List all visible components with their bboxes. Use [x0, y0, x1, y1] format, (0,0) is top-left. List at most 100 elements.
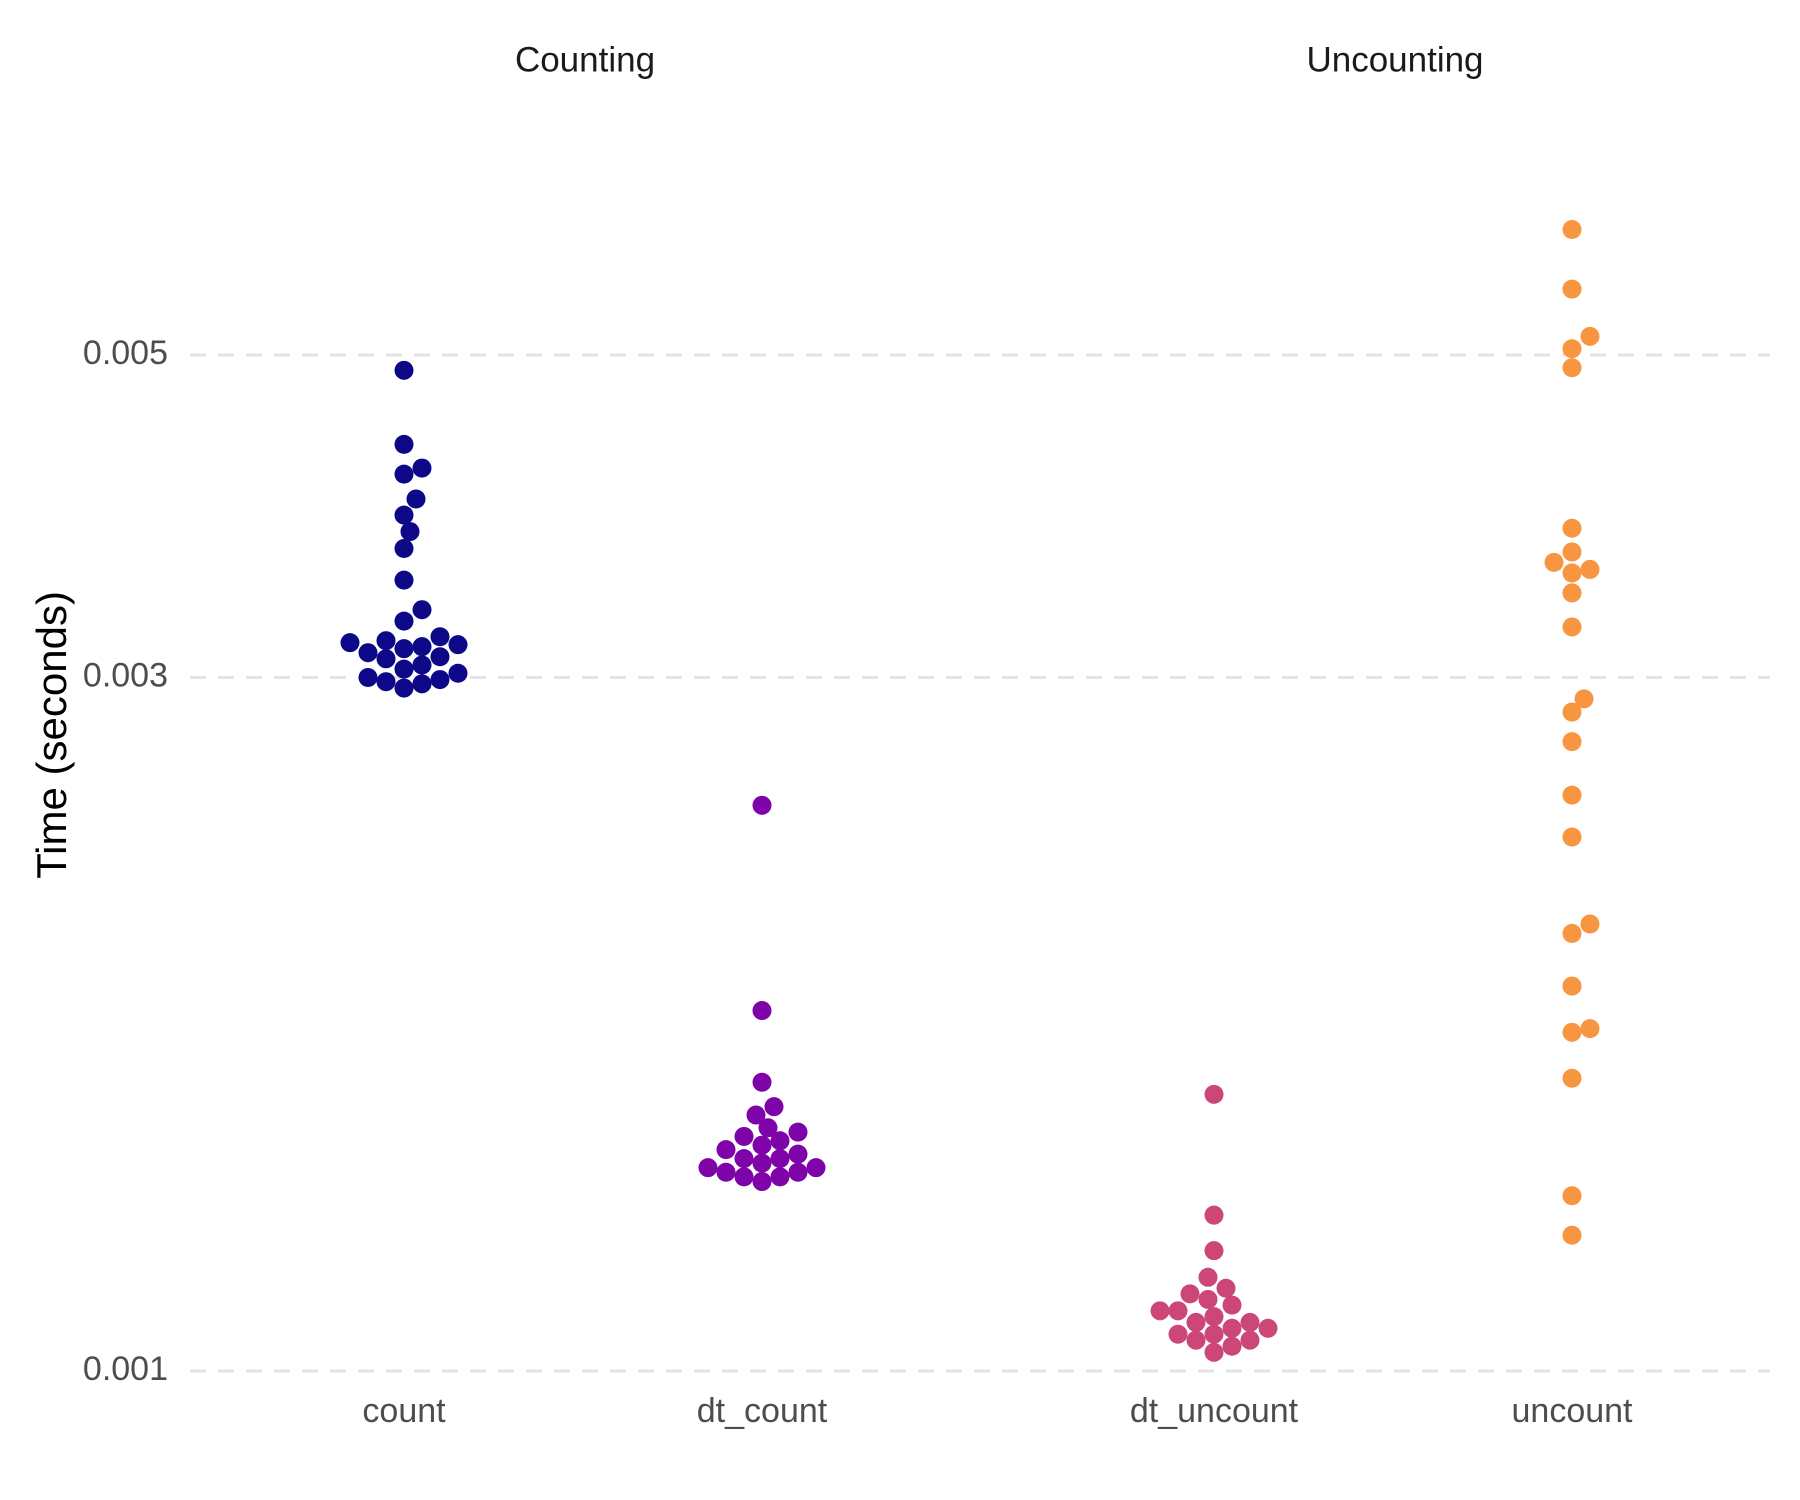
data-point-uncount — [1580, 1019, 1600, 1039]
data-point-uncount — [1574, 689, 1594, 709]
data-point-count — [448, 663, 468, 683]
gridlines — [190, 353, 1770, 1373]
data-point-dt_uncount — [1204, 1084, 1224, 1104]
x-tick-label: count — [362, 1392, 446, 1430]
data-point-dt_count — [752, 1135, 772, 1155]
data-point-count — [394, 570, 414, 590]
data-point-dt_uncount — [1204, 1342, 1224, 1362]
data-point-dt_count — [752, 1001, 772, 1021]
data-point-dt_uncount — [1222, 1295, 1242, 1315]
x-tick-label: uncount — [1512, 1392, 1634, 1430]
data-point-count — [448, 635, 468, 655]
data-point-dt_uncount — [1168, 1301, 1188, 1321]
data-point-uncount — [1544, 552, 1564, 572]
data-point-dt_count — [770, 1167, 790, 1187]
data-point-uncount — [1562, 279, 1582, 299]
data-point-count — [400, 522, 420, 542]
data-point-uncount — [1562, 923, 1582, 943]
data-point-count — [430, 670, 450, 690]
y-axis-title: Time (seconds) — [28, 591, 75, 879]
data-point-uncount — [1562, 1068, 1582, 1088]
data-point-dt_uncount — [1258, 1318, 1278, 1338]
x-axis-ticks: count dt_count dt_uncount uncount — [362, 1392, 1633, 1430]
y-axis-ticks: 0.001 0.003 0.005 — [83, 334, 168, 1388]
data-point-dt_uncount — [1204, 1324, 1224, 1344]
data-point-count — [412, 637, 432, 657]
data-point-dt_count — [752, 1172, 772, 1192]
data-point-uncount — [1562, 219, 1582, 239]
y-tick-label: 0.005 — [83, 334, 168, 372]
data-point-dt_uncount — [1186, 1330, 1206, 1350]
data-point-uncount — [1562, 617, 1582, 637]
data-point-count — [412, 655, 432, 675]
data-point-count — [340, 633, 360, 653]
data-point-uncount — [1562, 358, 1582, 378]
data-point-dt_uncount — [1198, 1267, 1218, 1287]
data-point-dt_count — [758, 1118, 778, 1138]
data-point-count — [412, 600, 432, 620]
data-point-dt_uncount — [1222, 1318, 1242, 1338]
data-point-dt_uncount — [1198, 1289, 1218, 1309]
data-point-count — [394, 678, 414, 698]
data-point-count — [376, 649, 396, 669]
data-point-dt_count — [806, 1158, 826, 1178]
data-point-uncount — [1562, 563, 1582, 583]
data-point-count — [394, 639, 414, 659]
data-point-uncount — [1562, 339, 1582, 359]
data-point-dt_count — [752, 795, 772, 815]
x-tick-label: dt_uncount — [1130, 1392, 1299, 1430]
data-point-dt_count — [734, 1149, 754, 1169]
data-point-dt_count — [734, 1167, 754, 1187]
data-point-count — [394, 659, 414, 679]
data-point-dt_uncount — [1240, 1330, 1260, 1350]
data-point-count — [394, 611, 414, 631]
data-point-uncount — [1562, 785, 1582, 805]
data-point-uncount — [1562, 1186, 1582, 1206]
data-point-uncount — [1562, 976, 1582, 996]
data-point-dt_count — [734, 1126, 754, 1146]
data-point-dt_count — [764, 1097, 784, 1117]
data-point-dt_uncount — [1180, 1284, 1200, 1304]
y-tick-label: 0.001 — [83, 1350, 168, 1388]
data-point-uncount — [1562, 1225, 1582, 1245]
data-points — [340, 219, 1600, 1362]
data-point-count — [376, 631, 396, 651]
data-point-uncount — [1562, 827, 1582, 847]
data-point-uncount — [1562, 583, 1582, 603]
data-point-dt_uncount — [1204, 1241, 1224, 1261]
data-point-dt_count — [746, 1105, 766, 1125]
data-point-dt_count — [788, 1162, 808, 1182]
data-point-dt_count — [752, 1072, 772, 1092]
data-point-count — [376, 672, 396, 692]
data-point-count — [358, 667, 378, 687]
data-point-dt_count — [770, 1149, 790, 1169]
data-point-count — [430, 647, 450, 667]
data-point-dt_uncount — [1204, 1307, 1224, 1327]
data-point-count — [412, 674, 432, 694]
data-point-count — [394, 539, 414, 559]
panel-title: Counting — [515, 40, 655, 79]
data-point-uncount — [1562, 518, 1582, 538]
panel-title: Uncounting — [1306, 40, 1483, 79]
data-point-count — [412, 458, 432, 478]
y-tick-label: 0.003 — [83, 656, 168, 694]
data-point-dt_count — [788, 1122, 808, 1142]
data-point-dt_uncount — [1222, 1336, 1242, 1356]
panel-titles: Counting Uncounting — [515, 40, 1484, 79]
data-point-uncount — [1562, 1022, 1582, 1042]
data-point-uncount — [1580, 559, 1600, 579]
data-point-dt_uncount — [1168, 1324, 1188, 1344]
data-point-dt_count — [698, 1158, 718, 1178]
data-point-uncount — [1562, 542, 1582, 562]
data-point-uncount — [1562, 702, 1582, 722]
data-point-dt_uncount — [1240, 1312, 1260, 1332]
data-point-count — [406, 489, 426, 509]
data-point-dt_count — [770, 1131, 790, 1151]
data-point-dt_count — [788, 1144, 808, 1164]
data-point-dt_uncount — [1186, 1312, 1206, 1332]
data-point-count — [394, 464, 414, 484]
data-point-uncount — [1562, 732, 1582, 752]
data-point-uncount — [1580, 914, 1600, 934]
